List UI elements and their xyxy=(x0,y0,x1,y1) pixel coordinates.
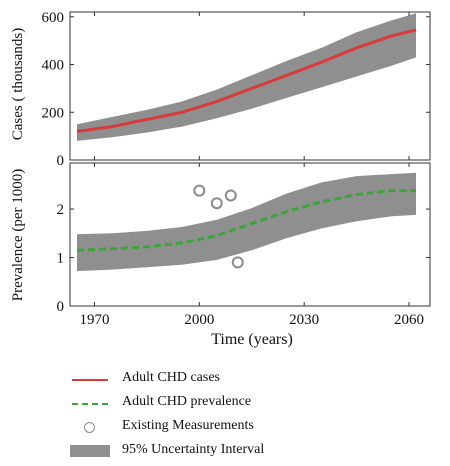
cases-plot-frame xyxy=(69,11,431,161)
y-tick-label: 400 xyxy=(42,58,65,74)
y-tick-label: 600 xyxy=(42,10,65,26)
prevalence-series-line xyxy=(76,189,416,252)
legend-label-measurements: Existing Measurements xyxy=(122,418,254,433)
prevalence-y-axis-label: Prevalence (per 1000) xyxy=(10,169,26,301)
y-tick-label: 1 xyxy=(57,251,65,267)
legend: Adult CHD cases Adult CHD prevalence Exi… xyxy=(70,368,430,464)
prevalence-plot-frame xyxy=(69,162,431,307)
legend-item-prevalence: Adult CHD prevalence xyxy=(70,392,430,416)
cases-y-axis-label: Cases ( thousands) xyxy=(10,28,26,141)
y-tick-label: 2 xyxy=(57,202,65,218)
x-tick-label: 1970 xyxy=(79,312,109,328)
legend-item-uncertainty: 95% Uncertainty Interval xyxy=(70,440,430,464)
legend-label-cases: Adult CHD cases xyxy=(122,370,220,385)
prevalence-uncertainty-band xyxy=(77,172,416,272)
y-tick-label: 200 xyxy=(42,105,65,121)
legend-label-prevalence: Adult CHD prevalence xyxy=(122,394,252,409)
gray-band-icon xyxy=(70,440,110,464)
legend-item-measurements: Existing Measurements xyxy=(70,416,430,440)
red-line-icon xyxy=(70,368,110,392)
cases-series-line xyxy=(76,28,417,133)
legend-label-uncertainty: 95% Uncertainty Interval xyxy=(122,442,265,457)
x-tick-label: 2000 xyxy=(184,312,214,328)
x-tick-label: 2030 xyxy=(289,312,319,328)
y-tick-label: 0 xyxy=(57,153,65,169)
measurement-point xyxy=(210,197,223,210)
measurement-point xyxy=(193,184,206,197)
circle-marker-icon xyxy=(70,416,110,440)
prevalence-panel: 0 1 2 1970 2000 2030 2060 xyxy=(57,162,431,328)
legend-item-cases: Adult CHD cases xyxy=(70,368,430,392)
x-tick-label: 2060 xyxy=(394,312,424,328)
x-axis-label: Time (years) xyxy=(211,331,293,348)
cases-uncertainty-band xyxy=(77,13,416,141)
cases-panel: 0 200 400 600 xyxy=(42,10,431,169)
green-dashed-line-icon xyxy=(70,392,110,416)
measurement-point xyxy=(224,189,237,202)
measurement-point xyxy=(231,256,244,269)
y-tick-label: 0 xyxy=(57,299,65,315)
